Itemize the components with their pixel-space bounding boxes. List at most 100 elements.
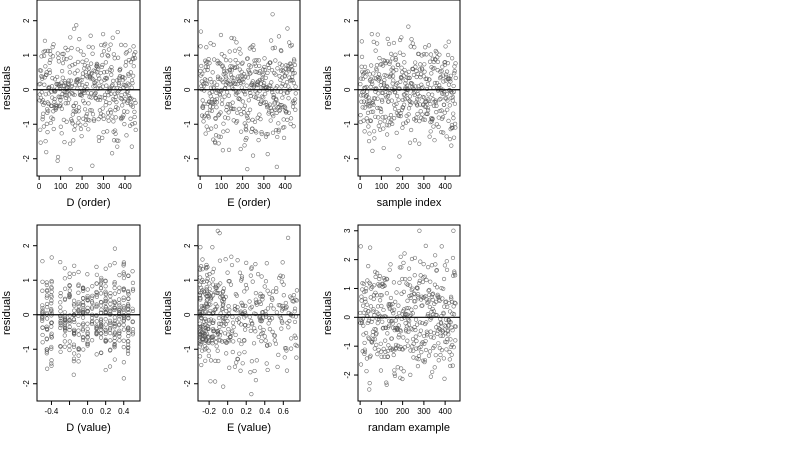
data-point — [214, 344, 219, 349]
data-point — [292, 62, 298, 68]
data-point — [107, 326, 113, 331]
data-point — [429, 263, 435, 268]
data-point — [87, 73, 93, 79]
data-point — [391, 348, 396, 353]
data-point — [109, 151, 115, 156]
y-tick-label: 2 — [183, 243, 192, 248]
data-point — [245, 167, 250, 172]
data-point — [382, 283, 387, 289]
data-point — [405, 75, 410, 81]
data-point — [237, 46, 242, 51]
data-point — [63, 320, 68, 325]
data-point — [447, 309, 453, 314]
data-point — [90, 284, 95, 289]
data-point — [242, 338, 247, 343]
data-point — [121, 316, 127, 321]
x-tick-label: 0.6 — [278, 407, 290, 416]
data-point — [112, 280, 117, 285]
data-point — [267, 83, 272, 88]
data-point — [244, 128, 249, 133]
data-point — [420, 67, 425, 72]
data-point — [412, 325, 417, 330]
data-point — [198, 285, 204, 290]
data-point — [399, 107, 405, 112]
data-point — [44, 324, 49, 329]
data-point — [72, 127, 77, 132]
data-point — [244, 113, 249, 118]
data-point — [270, 12, 275, 17]
y-tick-label: 2 — [343, 257, 352, 262]
data-point — [76, 116, 81, 121]
data-point — [413, 299, 418, 304]
data-point — [126, 330, 131, 335]
data-point — [421, 333, 427, 339]
data-point — [130, 286, 136, 292]
data-point — [99, 95, 104, 100]
data-point — [430, 306, 435, 312]
data-point — [45, 130, 50, 135]
data-point — [382, 119, 387, 124]
data-point — [86, 101, 91, 106]
data-point — [83, 122, 88, 127]
plot-frame — [357, 224, 461, 402]
data-point — [444, 91, 449, 97]
data-point — [371, 296, 376, 302]
data-point — [133, 100, 138, 105]
data-point — [58, 305, 63, 310]
data-point — [452, 69, 457, 74]
data-point — [250, 126, 255, 131]
data-point — [44, 70, 49, 75]
data-point — [223, 257, 228, 262]
data-point — [424, 76, 429, 81]
data-point — [276, 34, 282, 39]
data-point — [107, 348, 113, 353]
data-point — [362, 105, 367, 110]
data-point — [225, 270, 230, 275]
data-point — [409, 127, 414, 133]
data-point — [384, 83, 389, 89]
data-point — [41, 111, 46, 116]
data-point — [243, 123, 249, 128]
data-point — [226, 279, 231, 284]
data-point — [242, 103, 248, 108]
data-point — [96, 138, 102, 143]
data-point — [372, 283, 377, 288]
data-point — [432, 80, 438, 86]
data-point — [410, 337, 416, 342]
data-point — [117, 322, 122, 327]
data-point — [71, 103, 77, 108]
data-point — [80, 334, 85, 340]
data-point — [121, 286, 126, 291]
data-point — [288, 61, 293, 66]
x-tick-label: 200 — [396, 407, 410, 416]
data-point — [49, 293, 54, 298]
data-point — [215, 304, 220, 309]
y-tick-label: 1 — [183, 277, 192, 282]
data-point — [62, 339, 67, 344]
data-point — [213, 289, 218, 295]
data-point — [109, 72, 114, 77]
data-point — [71, 109, 76, 114]
data-point — [72, 263, 77, 268]
data-point — [385, 84, 390, 90]
data-point — [408, 348, 413, 353]
data-point — [399, 35, 404, 40]
data-point — [219, 51, 224, 57]
data-point — [280, 274, 286, 279]
data-point — [281, 293, 286, 298]
data-point — [377, 56, 382, 61]
data-point — [281, 69, 286, 74]
data-point — [116, 297, 122, 302]
data-point — [381, 346, 386, 351]
data-point — [263, 338, 268, 343]
data-point — [267, 342, 272, 347]
data-point — [276, 303, 281, 308]
data-point — [44, 121, 49, 126]
data-point — [197, 354, 203, 359]
data-point — [446, 323, 451, 328]
data-point — [49, 84, 55, 89]
data-point — [367, 381, 372, 386]
data-point — [364, 369, 369, 374]
data-point — [283, 83, 288, 88]
